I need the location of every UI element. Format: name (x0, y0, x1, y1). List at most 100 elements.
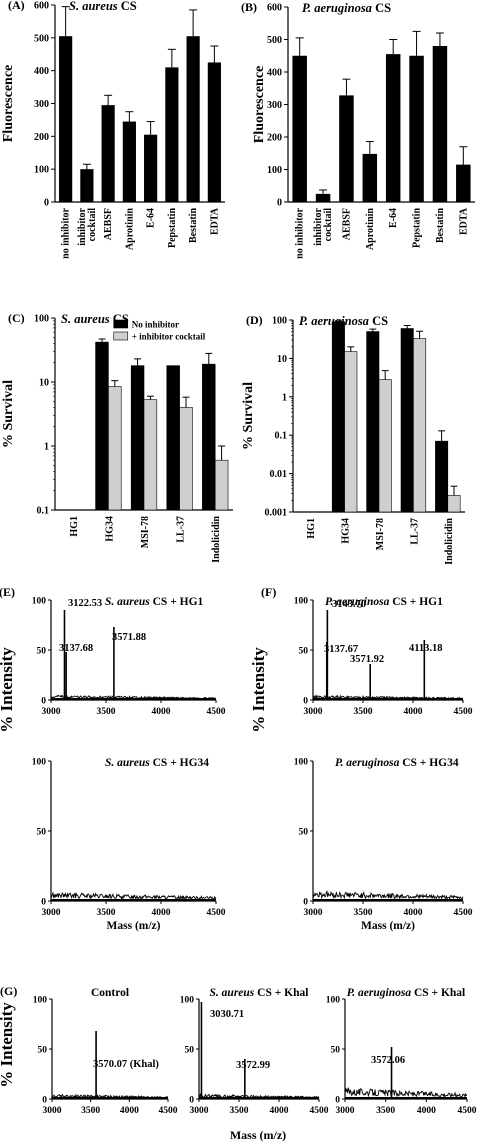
spectrum-trace (312, 694, 464, 700)
y-tick-label: 0 (42, 1096, 47, 1106)
y-axis-label: Fluorescence (252, 66, 267, 144)
peak-label: 3122.53 (68, 598, 102, 609)
bar (122, 121, 136, 202)
y-tick-label: 50 (331, 1046, 341, 1056)
legend-swatch (113, 319, 129, 329)
y-tick-label: 1 (282, 392, 287, 403)
y-axis-label: % Survival (1, 380, 16, 448)
bar (378, 379, 392, 513)
y-tick-label: 100 (32, 758, 47, 768)
x-tick-label: LL-37 (176, 516, 187, 543)
panel-G2: 0 50 100 3000 3500 4000 4500 3030.71 3572.99 (180, 996, 329, 1117)
y-tick-label: 50 (299, 828, 309, 838)
y-tick-label: 100 (33, 996, 48, 1006)
y-tick-label: 50 (185, 1046, 195, 1056)
panel-D: (D) 0.001 0.01 0.1 1 10 100 % Survival HG1 HG34 MS… (241, 313, 465, 565)
x-tick-label: 3000 (336, 1106, 355, 1116)
panel-F1: (F) 0 50 100 3000 3500 4000 4500 3143.70 3137.673… (261, 585, 473, 717)
x-tick-line: Pepstatin (412, 208, 423, 248)
x-axis-label: Mass (m/z) (107, 920, 161, 932)
y-tick-label: 0 (303, 697, 308, 707)
x-tick-line: cocktail (87, 208, 98, 242)
x-tick-label: MSI-78 (140, 516, 151, 548)
x-tick-label: E-64 (388, 208, 399, 228)
chart-title-E1: S. aureus CS + HG1 (105, 596, 204, 608)
y-tick-label: 500 (267, 35, 282, 46)
spectrum-trace (50, 891, 217, 901)
y-tick-label: 0 (41, 697, 46, 707)
y-axis-label-f: % Intensity (249, 647, 268, 733)
x-tick-label: 4500 (207, 908, 226, 918)
y-tick-label: 0 (335, 1096, 340, 1106)
bar (95, 341, 109, 511)
x-tick-label: MSI-78 (375, 518, 386, 550)
x-tick-label: no inhibitor (295, 207, 306, 258)
title-italic: S. aureus (69, 0, 118, 13)
bar (214, 459, 229, 511)
panel-label-G1: (G) (0, 984, 17, 998)
panel-F2: 0 50 100 3000 3500 4000 4500 Mass (m/z) (294, 758, 473, 933)
y-tick-label: 100 (32, 597, 47, 607)
y-tick-label: 100 (34, 314, 49, 325)
panel-B: (B) 0 100 200 300 400 500 600 Fluorescence no inh… (241, 0, 475, 259)
x-tick-label: 3000 (304, 707, 323, 717)
spectrum-trace (344, 1086, 468, 1099)
x-tick-label: EDTA (209, 207, 220, 235)
chart-title-D: P. aeruginosa CS (299, 314, 388, 328)
y-tick-label: 0.1 (37, 506, 50, 517)
x-tick-label: 4000 (120, 1106, 139, 1116)
bar (362, 153, 378, 202)
panel-E2: 0 50 100 3000 3500 4000 4500 Mass (m/z) (32, 758, 226, 933)
x-tick-line: inhibitor (77, 207, 88, 245)
bar (315, 193, 331, 202)
legend-label: No inhibitor (132, 320, 179, 330)
y-tick-label: 100 (294, 758, 309, 768)
y-tick-label: 10 (277, 354, 287, 365)
x-tick-label: 3000 (304, 908, 323, 918)
spectrum-trace (312, 890, 464, 901)
x-tick-label: HG34 (341, 518, 352, 544)
peak-label: 3572.99 (236, 1060, 270, 1071)
y-tick-label: 50 (38, 1046, 48, 1056)
x-tick-label: 3500 (354, 908, 373, 918)
y-tick-label: 300 (267, 100, 282, 111)
x-tick-label: 3000 (42, 707, 61, 717)
panel-A: (A) 0 100 200 300 400 500 600 Fluorescence no inh… (1, 0, 225, 259)
title-italic: S. aureus (61, 312, 110, 326)
title-rest: CS + HG1 (150, 596, 204, 608)
x-tick-label: 4500 (454, 908, 473, 918)
x-tick-label: AEBSF (341, 208, 352, 240)
x-tick-line: cocktail (323, 208, 334, 242)
x-tick-line: no inhibitor (61, 207, 72, 258)
chart-title-G1: Control (91, 987, 129, 999)
x-tick-label: Indolicidin (211, 516, 222, 563)
x-tick-label: no inhibitor (61, 207, 72, 258)
x-tick-label: Indolicidin (444, 518, 455, 565)
x-tick-label: Bestatin (435, 208, 446, 243)
bar (108, 386, 122, 511)
bar (101, 105, 115, 202)
x-tick-line: Pepstatin (167, 208, 178, 248)
bar (165, 67, 179, 202)
bar (435, 440, 449, 513)
chart-title-G2: S. aureus CS + Khal (210, 987, 309, 999)
x-tick-line: Aprotinin (365, 208, 376, 250)
bar (59, 36, 73, 202)
peak-label: 3143.70 (332, 599, 366, 610)
x-tick-line: Aprotinin (124, 208, 135, 250)
title-italic: P. aeruginosa (347, 987, 412, 999)
x-tick-label: 4000 (404, 707, 423, 717)
x-tick-label: inhibitorcocktail (77, 207, 98, 245)
x-tick-label: 4500 (310, 1106, 329, 1116)
x-tick-label: 3000 (190, 1106, 209, 1116)
legend-swatch (113, 331, 129, 341)
y-axis-label: % Survival (241, 382, 256, 450)
title-rest: CS + HG34 (399, 757, 459, 769)
title-italic: S. aureus (210, 987, 255, 999)
panel-label-E1: (E) (0, 585, 15, 599)
x-tick-label: 4500 (458, 1106, 477, 1116)
bar (385, 54, 401, 202)
panel-E1: (E) 0 50 100 3000 3500 4000 4500 3122.53 3137.68 3… (0, 585, 226, 717)
chart-title-E2: S. aureus CS + HG34 (105, 757, 209, 769)
